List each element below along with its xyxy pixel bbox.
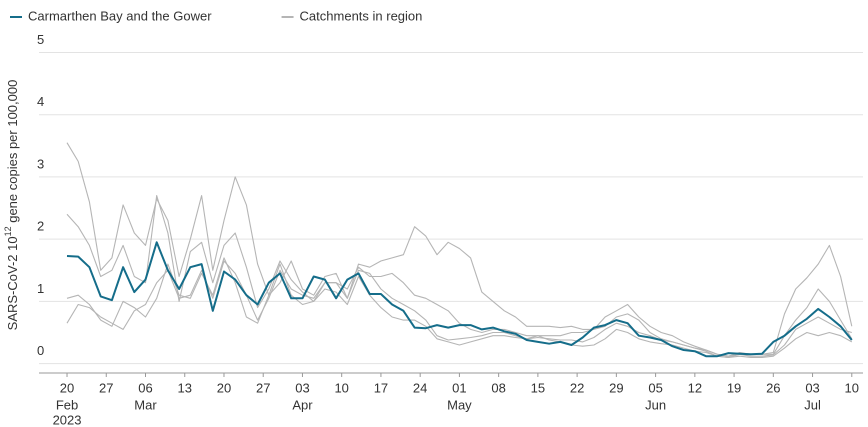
x-tick-label: 10	[334, 380, 348, 395]
x-month-label: Apr	[292, 397, 313, 412]
x-tick-label: 19	[727, 380, 741, 395]
x-month-label: Mar	[134, 397, 157, 412]
y-axis-label: SARS-CoV-2 1012 gene copies per 100,000	[3, 80, 20, 331]
series-line	[66, 241, 853, 358]
x-month-label: Jun	[645, 397, 666, 412]
x-tick-label: 03	[295, 380, 309, 395]
x-tick-label: 24	[413, 380, 427, 395]
x-tick-label: 12	[688, 380, 702, 395]
y-axis-label-sup: 12	[3, 226, 13, 236]
x-tick-label: 03	[805, 380, 819, 395]
x-month-label: May	[447, 397, 472, 412]
x-tick-label: 17	[374, 380, 388, 395]
series-line	[66, 257, 853, 358]
x-month-label: Jul	[804, 397, 821, 412]
x-tick-label: 22	[570, 380, 584, 395]
x-tick-label: 27	[256, 380, 270, 395]
x-tick-label: 01	[452, 380, 466, 395]
x-tick-label: 26	[766, 380, 780, 395]
x-tick-label: 06	[138, 380, 152, 395]
x-tick-label: 27	[99, 380, 113, 395]
legend-label: Carmarthen Bay and the Gower	[28, 8, 212, 23]
x-tick-label: 15	[531, 380, 545, 395]
y-tick-label: 3	[37, 156, 44, 171]
x-tick-label: 29	[609, 380, 623, 395]
x-year-label: 2023	[53, 412, 82, 427]
y-axis-label-part: SARS-CoV-2 10	[5, 236, 20, 330]
y-tick-label: 0	[37, 343, 44, 358]
y-tick-label: 1	[37, 281, 44, 296]
y-tick-label: 5	[37, 32, 44, 47]
x-tick-label: 05	[648, 380, 662, 395]
legend-label: Catchments in region	[300, 8, 423, 23]
x-tick-label: 20	[217, 380, 231, 395]
x-tick-label: 08	[491, 380, 505, 395]
x-tick-label: 13	[178, 380, 192, 395]
x-month-label: Feb	[56, 397, 78, 412]
y-axis-label-part: gene copies per 100,000	[5, 80, 20, 227]
x-tick-label: 20	[60, 380, 74, 395]
y-tick-label: 2	[37, 219, 44, 234]
x-tick-label: 10	[845, 380, 859, 395]
y-tick-label: 4	[37, 94, 44, 109]
